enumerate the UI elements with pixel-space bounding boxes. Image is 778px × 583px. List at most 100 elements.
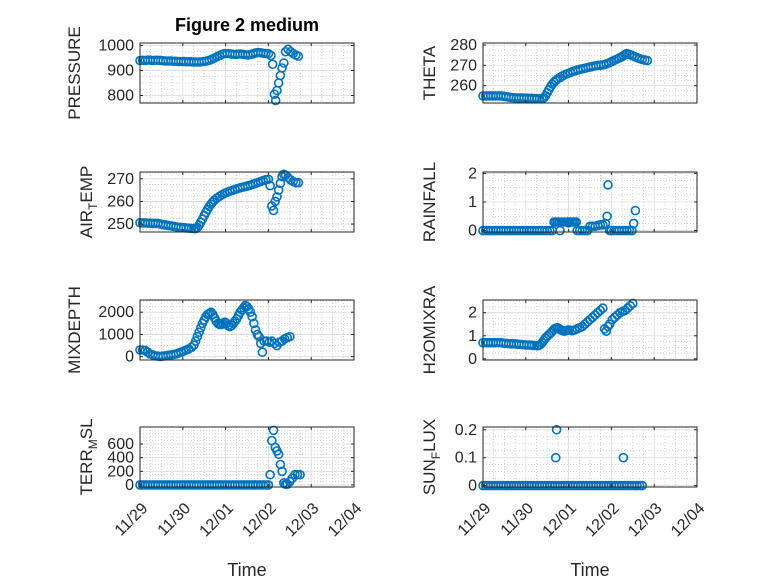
axes-frame — [482, 299, 698, 361]
y-axis-label: MIXDEPTH — [65, 286, 84, 374]
y-axis-label-suffix: LUX — [420, 419, 439, 452]
data-point — [628, 218, 639, 229]
data-point — [265, 180, 275, 191]
y-tick-label: 270 — [450, 57, 477, 74]
data-point — [295, 469, 305, 480]
x-tick-label: 11/30 — [155, 500, 195, 540]
x-tick-label: 12/04 — [668, 500, 708, 540]
y-axis-label-main: H2OMIXRA — [420, 285, 439, 374]
y-tick-label: 0 — [125, 477, 134, 494]
y-axis-label-main: AIR — [77, 210, 96, 238]
data-point — [563, 218, 574, 228]
y-axis-label-main: SUN — [420, 459, 439, 495]
x-axis-label: Time — [227, 560, 266, 580]
data-point — [245, 307, 256, 318]
data-point — [273, 449, 284, 460]
data-point — [266, 50, 276, 61]
data-point — [642, 55, 653, 66]
data-point — [625, 300, 636, 311]
y-tick-label: 0 — [468, 478, 477, 495]
x-tick-label: 11/29 — [455, 500, 495, 540]
data-point — [595, 305, 606, 316]
data-point — [270, 196, 281, 207]
y-axis-label-main: RAINFALL — [420, 162, 439, 242]
data-point — [186, 342, 197, 353]
data-point — [257, 347, 268, 358]
data-point — [550, 452, 561, 463]
x-tick-label: 12/02 — [582, 500, 622, 540]
x-tick-label: 12/01 — [540, 500, 580, 540]
data-point — [603, 180, 613, 190]
y-tick-label: 900 — [107, 63, 134, 80]
data-point — [268, 425, 279, 436]
data-point — [272, 192, 282, 202]
data-point — [270, 95, 281, 106]
data-point — [277, 63, 287, 73]
data-point — [265, 469, 275, 480]
x-tick-label: 12/01 — [197, 500, 237, 540]
y-axis-label: H2OMIXRA — [420, 285, 439, 374]
x-tick-label: 12/03 — [282, 500, 322, 540]
y-tick-label: 270 — [107, 171, 134, 188]
y-axis-label-suffix: SL — [77, 418, 96, 439]
data-point — [627, 298, 638, 309]
y-axis-label-main: PRESSURE — [65, 26, 84, 120]
y-tick-label: 250 — [107, 216, 134, 233]
y-axis-label-subscript: T — [86, 202, 100, 210]
y-axis-label: SUNFLUX — [420, 419, 443, 495]
data-point — [277, 466, 287, 477]
chart-title: Figure 2 medium — [175, 15, 319, 35]
y-axis-label: TERRMSL — [77, 418, 100, 495]
subplot-5: 0 1000 2000 MIXDEPTH — [65, 286, 355, 374]
data-point — [192, 331, 203, 342]
y-tick-label: 1 — [468, 194, 477, 211]
y-tick-label: 600 — [107, 436, 134, 453]
x-tick-label: 11/29 — [112, 500, 152, 540]
y-tick-label: 280 — [450, 37, 477, 54]
data-point — [263, 480, 274, 490]
y-axis-label: THETA — [420, 45, 439, 100]
y-tick-label: 1000 — [98, 38, 134, 55]
axes-frame — [139, 299, 355, 361]
y-axis-label: RAINFALL — [420, 162, 439, 242]
subplot-1: 800 900 1000 PRESSURE Figure 2 medium — [65, 15, 355, 120]
data-point — [293, 177, 304, 188]
x-tick-label: 12/03 — [625, 500, 665, 540]
y-tick-label: 800 — [107, 88, 134, 105]
data-point — [190, 336, 201, 346]
data-point — [630, 205, 641, 216]
data-point — [293, 51, 304, 62]
data-point — [273, 185, 284, 195]
y-axis-label-main: TERR — [77, 449, 96, 495]
data-point — [195, 322, 206, 333]
data-point — [637, 480, 648, 491]
y-tick-label: 260 — [450, 78, 477, 95]
data-point — [275, 459, 286, 470]
y-tick-label: 260 — [107, 193, 134, 210]
data-point — [249, 318, 259, 329]
y-tick-label: 0.1 — [455, 450, 477, 467]
y-tick-label: 1 — [468, 328, 477, 345]
data-point — [275, 178, 286, 189]
subplot-2: 260 270 280 THETA — [420, 37, 698, 104]
data-point — [602, 211, 612, 222]
data-point — [263, 174, 274, 185]
x-axis-label: Time — [570, 560, 609, 580]
axes-frame — [482, 426, 698, 488]
y-tick-label: 0 — [125, 349, 134, 366]
axes-frame — [139, 426, 355, 488]
subplot-6: 0 1 2 H2OMIXRA — [420, 285, 698, 374]
data-point — [598, 303, 608, 313]
data-point — [267, 59, 278, 70]
axes-frame — [139, 42, 355, 104]
y-tick-label: 200 — [107, 463, 134, 480]
data-point — [284, 331, 295, 342]
data-point — [604, 319, 615, 330]
y-axis-label-subscript: M — [86, 439, 100, 449]
y-tick-label: 2000 — [98, 304, 134, 321]
axes-frame — [482, 42, 698, 104]
y-tick-label: 2 — [468, 305, 477, 322]
y-axis-label-main: MIXDEPTH — [65, 286, 84, 374]
